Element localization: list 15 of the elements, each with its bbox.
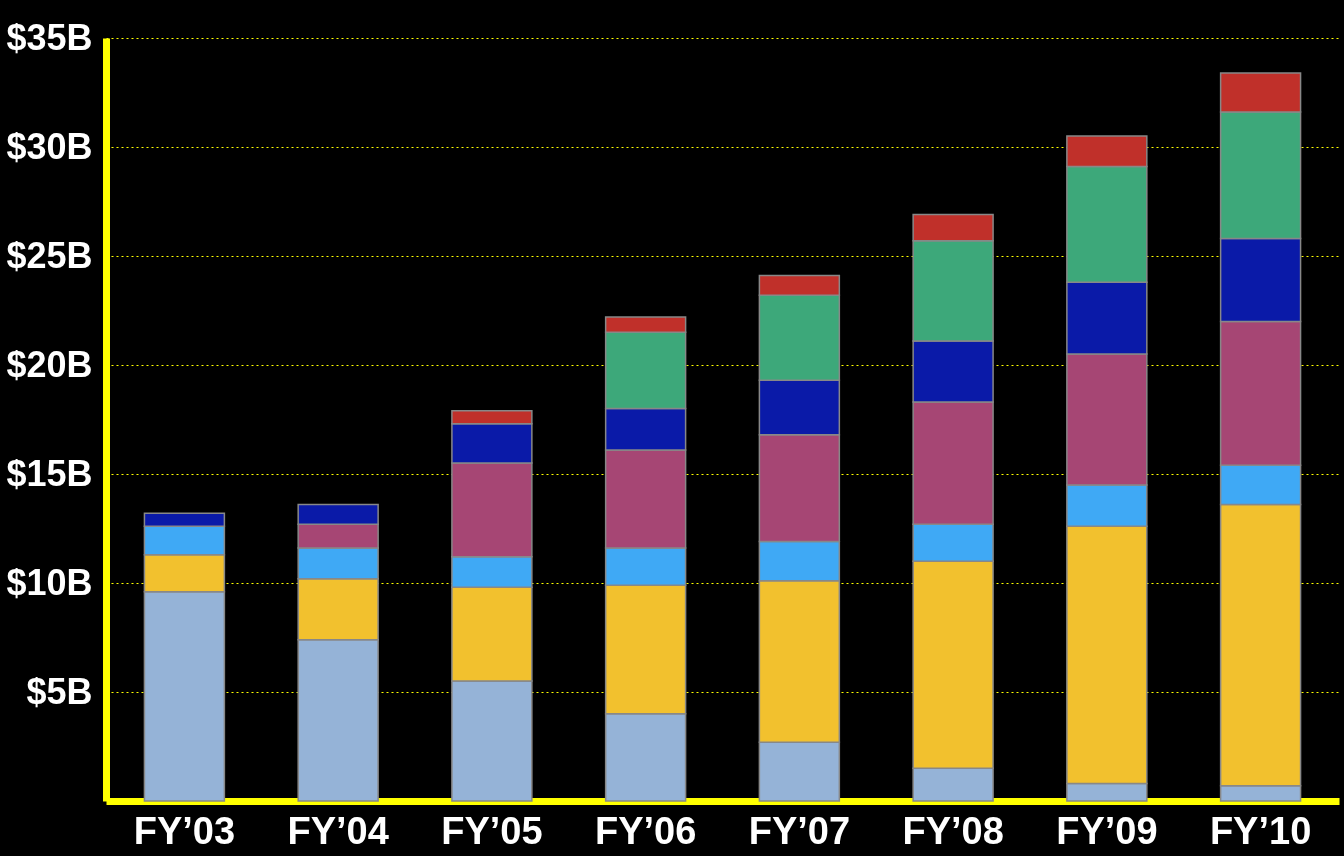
x-tick-label: FY’09 [1056,809,1158,852]
x-tick-label: FY’10 [1209,809,1312,852]
y-tick-label: $20B [6,343,93,385]
y-tick-label: $10B [6,561,93,603]
y-tick-label: $25B [6,234,93,276]
x-tick-label: FY’07 [748,809,851,852]
y-tick-label: $30B [6,125,93,167]
x-tick-label: FY’03 [133,809,236,852]
x-tick-label: FY’06 [594,809,697,852]
y-tick-label: $5B [26,670,93,712]
y-tick-label: $35B [6,16,93,58]
x-tick-label: FY’05 [441,809,543,852]
x-tick-label: FY’04 [287,809,389,852]
y-tick-label: $15B [6,452,93,494]
x-tick-label: FY’08 [902,809,1004,852]
